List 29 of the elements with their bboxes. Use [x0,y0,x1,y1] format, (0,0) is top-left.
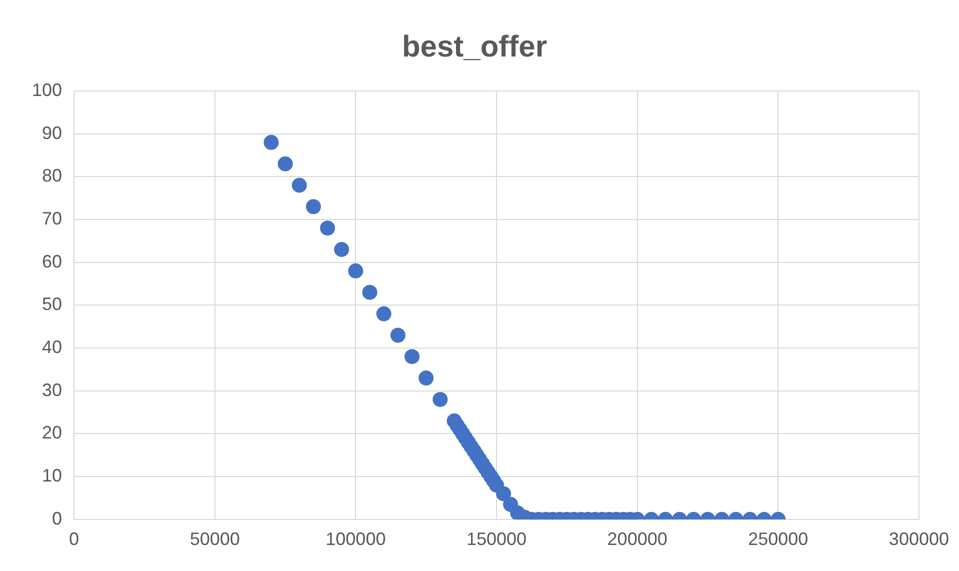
x-tick-label: 300000 [888,529,950,550]
chart-title: best_offer [402,30,548,64]
y-tick-label: 40 [42,337,62,358]
point [348,263,364,278]
y-tick-label: 60 [42,251,62,272]
point [362,284,378,300]
point [306,199,321,214]
x-tick-label: 250000 [748,529,808,550]
x-tick-label: 100000 [326,529,386,550]
y-tick-label: 30 [42,380,62,400]
point [376,306,392,322]
x-tick-label: 200000 [607,529,668,550]
y-tick-label: 100 [32,80,62,100]
point [390,328,406,343]
point [292,178,307,193]
x-tick-label: 150000 [466,529,527,550]
point [278,156,293,172]
y-tick-label: 10 [42,466,62,486]
y-tick-label: 70 [42,208,62,228]
y-tick-label: 0 [52,508,62,528]
x-tick-label: 50000 [190,529,240,550]
y-tick-label: 90 [42,122,62,143]
x-tick-label: 0 [69,529,80,550]
point [320,220,336,236]
y-tick-label: 50 [42,294,62,314]
point [334,242,350,258]
point [264,134,279,150]
y-tick-label: 80 [42,166,62,186]
y-tick-label: 20 [42,422,62,443]
